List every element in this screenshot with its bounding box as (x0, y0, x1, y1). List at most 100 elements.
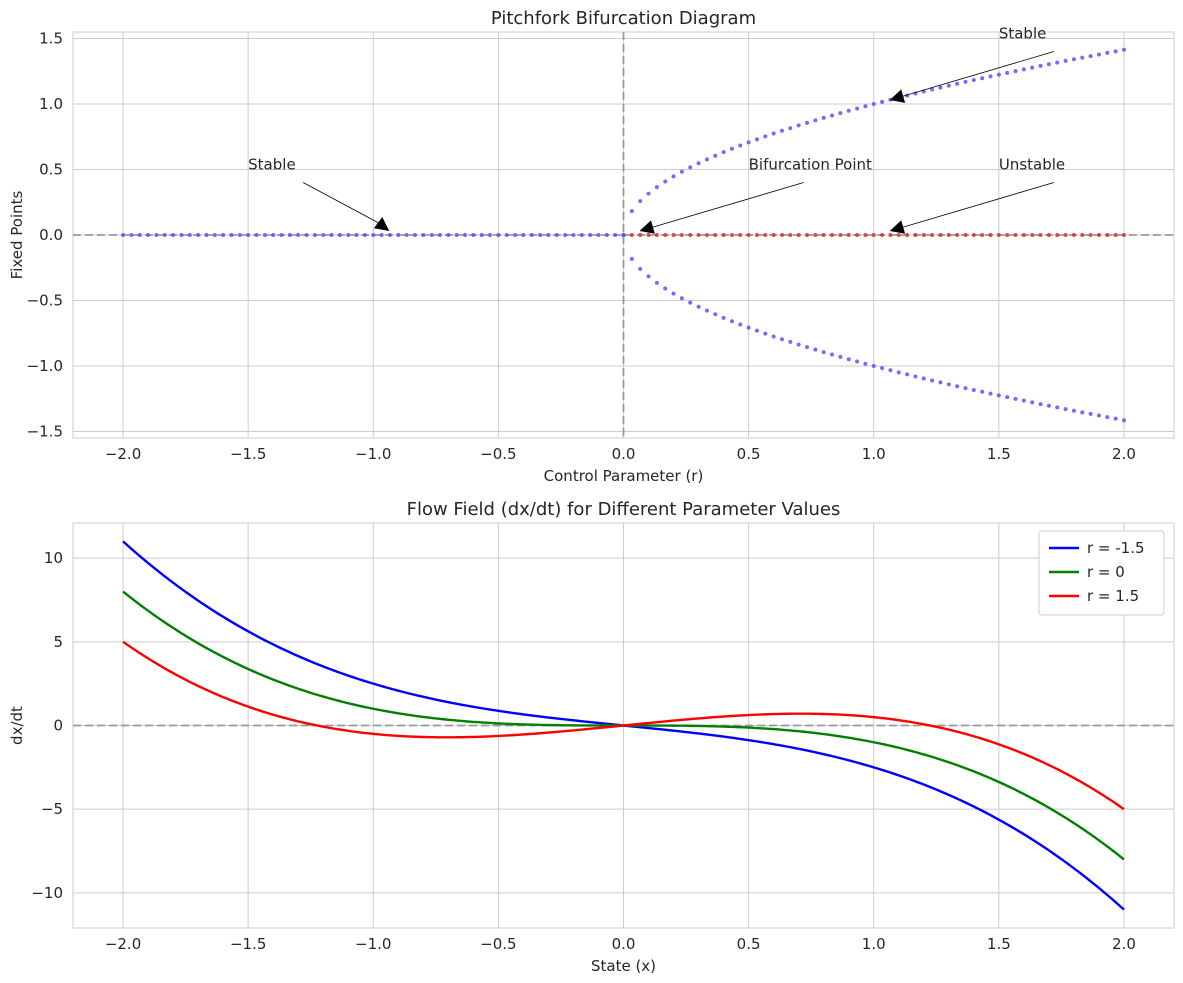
fixed-point-marker (312, 233, 317, 237)
annotation-label: Stable (999, 25, 1047, 43)
fixed-point-marker (980, 76, 985, 81)
fixed-point-marker (1088, 233, 1093, 237)
fixed-point-marker (704, 233, 709, 237)
fixed-point-marker (729, 146, 734, 151)
fixed-point-marker (971, 387, 976, 392)
fixed-point-marker (688, 165, 693, 170)
fixed-point-marker (721, 150, 726, 155)
fixed-point-marker (1080, 410, 1085, 415)
fixed-point-marker (1096, 413, 1101, 418)
x-tick-label: −1.5 (230, 935, 266, 953)
fixed-point-marker (713, 312, 718, 317)
annotation-arrow-line (903, 182, 1054, 228)
fixed-point-marker (863, 233, 868, 237)
fixed-point-marker (863, 104, 868, 109)
fixed-point-marker (921, 376, 926, 381)
annotation-arrow-head (639, 220, 655, 234)
fixed-point-marker (362, 233, 367, 237)
fixed-point-marker (463, 233, 468, 237)
fixed-point-marker (930, 233, 935, 237)
fixed-point-marker (1021, 67, 1026, 72)
fixed-point-marker (846, 233, 851, 237)
fixed-point-marker (746, 233, 751, 237)
y-tick-label: −10 (31, 884, 63, 902)
y-tick-label: 0.5 (39, 161, 63, 179)
fixed-point-marker (871, 363, 876, 368)
fixed-point-marker (246, 233, 251, 237)
x-tick-label: 0.0 (612, 445, 636, 463)
y-tick-label: 5 (53, 633, 63, 651)
y-tick-label: −5 (41, 800, 63, 818)
fixed-point-marker (271, 233, 276, 237)
fixed-point-marker (721, 233, 726, 237)
fixed-point-marker (905, 233, 910, 237)
fixed-point-marker (1038, 233, 1043, 237)
fixed-point-marker (796, 123, 801, 128)
fixed-point-marker (971, 78, 976, 83)
fixed-point-marker (337, 233, 342, 237)
x-tick-label: 1.5 (987, 445, 1011, 463)
fixed-point-marker (629, 233, 634, 237)
fixed-point-marker (729, 233, 734, 237)
fixed-point-marker (1071, 233, 1076, 237)
fixed-point-marker (888, 233, 893, 237)
fixed-point-marker (396, 233, 401, 237)
fixed-point-marker (946, 382, 951, 387)
fixed-point-marker (179, 233, 184, 237)
fixed-point-marker (821, 115, 826, 120)
fixed-point-marker (646, 233, 651, 237)
fixed-point-marker (471, 233, 476, 237)
x-tick-label: −1.5 (230, 445, 266, 463)
fixed-point-marker (921, 233, 926, 237)
fixed-point-marker (187, 233, 192, 237)
fixed-point-marker (196, 233, 201, 237)
fixed-point-marker (538, 233, 543, 237)
fixed-point-marker (1063, 58, 1068, 63)
x-tick-label: 1.0 (862, 445, 886, 463)
annotation-arrow-head (373, 217, 390, 231)
legend-frame (1038, 530, 1165, 616)
fixed-point-marker (688, 233, 693, 237)
fixed-point-marker (930, 378, 935, 383)
fixed-point-marker (721, 315, 726, 320)
fixed-point-marker (863, 361, 868, 366)
fixed-point-marker (663, 286, 668, 291)
fixed-point-marker (980, 233, 985, 237)
fixed-point-marker (1038, 63, 1043, 68)
fixed-point-marker (671, 233, 676, 237)
fixed-point-marker (1063, 407, 1068, 412)
fixed-point-marker (646, 191, 651, 196)
annotation-arrow-line (652, 182, 804, 228)
fixed-point-marker (1096, 233, 1101, 237)
x-tick-label: 1.0 (862, 935, 886, 953)
fixed-point-marker (971, 233, 976, 237)
fixed-point-marker (955, 81, 960, 86)
fixed-point-marker (779, 128, 784, 133)
fixed-point-marker (913, 233, 918, 237)
fixed-point-marker (654, 280, 659, 285)
fixed-point-marker (146, 233, 151, 237)
x-tick-label: 2.0 (1112, 445, 1136, 463)
flow-field-title: Flow Field (dx/dt) for Different Paramet… (407, 499, 841, 520)
x-tick-label: 2.0 (1112, 935, 1136, 953)
x-tick-label: 1.5 (987, 935, 1011, 953)
x-tick-label: −0.5 (480, 935, 516, 953)
fixed-point-marker (763, 134, 768, 139)
fixed-point-marker (404, 233, 409, 237)
bifurcation-title: Pitchfork Bifurcation Diagram (491, 8, 756, 29)
y-tick-label: −0.5 (27, 291, 63, 309)
fixed-point-marker (754, 233, 759, 237)
fixed-point-marker (629, 256, 634, 261)
fixed-point-marker (171, 233, 176, 237)
x-tick-label: −1.0 (355, 445, 391, 463)
fixed-point-marker (429, 233, 434, 237)
fixed-point-marker (938, 380, 943, 385)
fixed-point-marker (1013, 396, 1018, 401)
fixed-point-marker (955, 233, 960, 237)
x-tick-label: 0.5 (737, 445, 761, 463)
fixed-point-marker (296, 233, 301, 237)
fixed-point-marker (930, 87, 935, 92)
fixed-point-marker (696, 161, 701, 166)
fixed-point-marker (938, 233, 943, 237)
fixed-point-marker (696, 304, 701, 309)
